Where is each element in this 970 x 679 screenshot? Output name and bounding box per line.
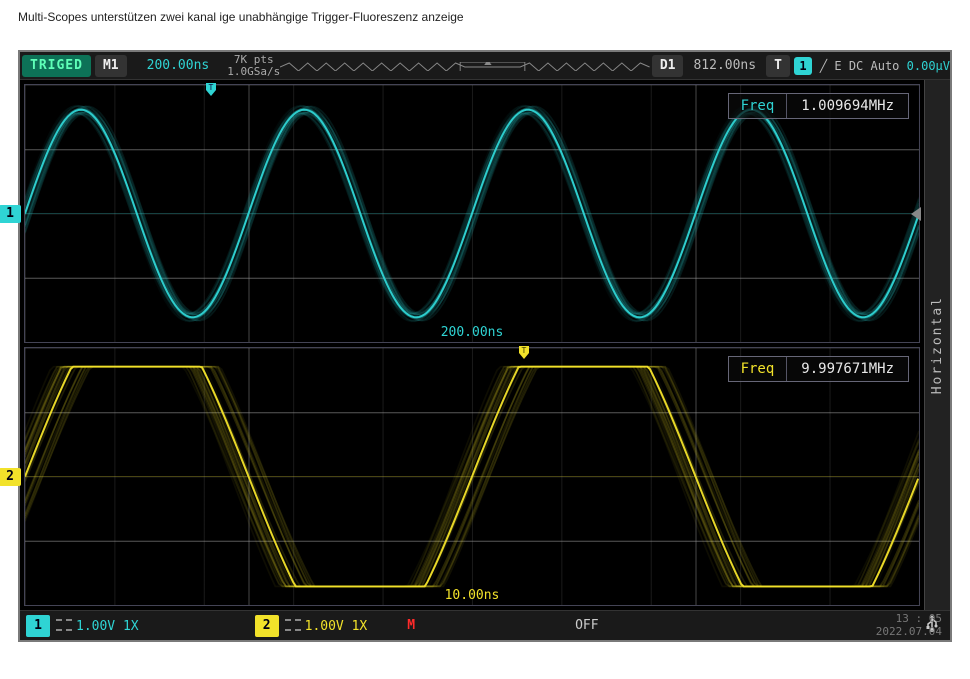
channel2-panel[interactable]: 2 T Freq 9.997671MHz 10.00ns [24,347,920,606]
trigger-settings-text: ╱ E DC Auto 0.00µV [820,59,950,73]
oscilloscope-display: TRIGED M1 200.00ns 7K pts 1.0GSa/s D1 81… [18,50,952,642]
horizontal-timebase-value[interactable]: 200.00ns [147,58,210,73]
delay-value: 812.00ns [693,58,756,73]
math-indicator[interactable]: M [407,618,415,633]
acq-mode-label: OFF [575,618,598,633]
waveform-display-area: 1 T Freq 1.009694MHz 200.00ns 2 T [20,80,950,610]
acquisition-info: 7K pts 1.0GSa/s [227,54,280,77]
ch1-vertical-scale[interactable]: 1.00V 1X [56,618,139,634]
ch1-chip[interactable]: 1 [26,615,50,637]
ch2-meas-name: Freq [729,357,788,381]
ground-ref-arrow-icon [911,207,921,221]
delay-label[interactable]: D1 [652,55,684,77]
side-menu-tab-horizontal[interactable]: Horizontal [924,80,950,610]
scope-topbar: TRIGED M1 200.00ns 7K pts 1.0GSa/s D1 81… [20,52,950,80]
trigger-level-value: 0.00µV [907,59,950,73]
ch1-meas-value: 1.009694MHz [787,94,908,118]
dc-coupling-icon [56,619,72,631]
page-caption: Multi-Scopes unterstützen zwei kanal ige… [0,0,970,30]
channel2-index-badge: 2 [0,468,21,486]
channel2-waveform [25,348,919,605]
ch2-measurement-readout: Freq 9.997671MHz [728,356,909,382]
acq-sample-rate: 1.0GSa/s [227,66,280,78]
channel1-waveform [25,85,919,342]
channel1-panel[interactable]: 1 T Freq 1.009694MHz 200.00ns [24,84,920,343]
topbar-overview-ruler [280,52,650,79]
ch2-timebase-caption: 10.00ns [445,588,500,603]
dc-coupling-icon [285,619,301,631]
trigger-source-channel[interactable]: 1 [794,57,812,75]
ch1-timebase-caption: 200.00ns [441,325,504,340]
ch2-meas-value: 9.997671MHz [787,357,908,381]
memory-depth-label[interactable]: M1 [95,55,127,77]
acq-points: 7K pts [227,54,280,66]
trigger-status-badge: TRIGED [22,55,91,77]
trigger-label[interactable]: T [766,55,790,77]
clock-time: 13 : 05 [896,613,942,625]
datetime-readout: 13 : 05 2022.07.04 [876,611,946,640]
channel1-index-badge: 1 [0,205,21,223]
ch1-measurement-readout: Freq 1.009694MHz [728,93,909,119]
ch1-meas-name: Freq [729,94,788,118]
scope-bottombar: 1 1.00V 1X 2 1.00V 1X M OFF 13 : 05 2022… [20,610,950,640]
ch2-chip[interactable]: 2 [255,615,279,637]
clock-date: 2022.07.04 [876,626,942,638]
ch2-vertical-scale[interactable]: 1.00V 1X [285,618,368,634]
